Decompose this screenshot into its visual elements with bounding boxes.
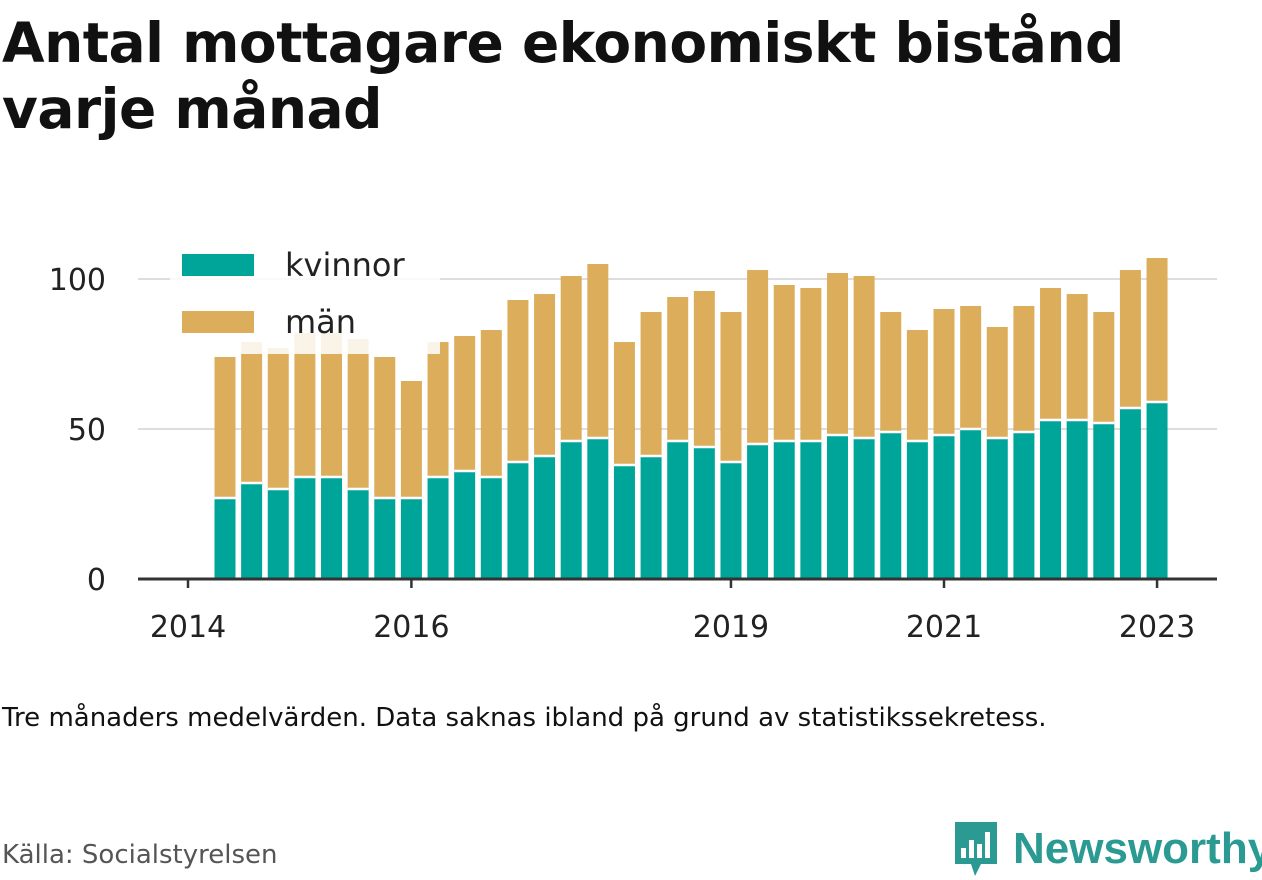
bar-man <box>374 357 396 498</box>
bar-kvinnor <box>640 456 662 579</box>
chart-note: Tre månaders medelvärden. Data saknas ib… <box>2 703 1047 733</box>
bar-kvinnor <box>693 447 715 579</box>
bar-kvinnor <box>1066 420 1088 579</box>
bar-kvinnor <box>720 462 742 579</box>
bar-man <box>986 327 1008 438</box>
bar-kvinnor <box>747 444 769 579</box>
bar-man <box>826 273 848 435</box>
bar-man <box>640 312 662 456</box>
bar-man <box>267 348 289 489</box>
bar-man <box>933 309 955 435</box>
bar-kvinnor <box>480 477 502 579</box>
bar-man <box>880 312 902 432</box>
bar-kvinnor <box>347 489 369 579</box>
bar-kvinnor <box>267 489 289 579</box>
bar-kvinnor <box>880 432 902 579</box>
bar-man <box>853 276 875 438</box>
bar-kvinnor <box>427 477 449 579</box>
bar-kvinnor <box>1040 420 1062 579</box>
bar-kvinnor <box>613 465 635 579</box>
axes: 0 50 100 2014 2016 2019 2021 2023 <box>49 263 1217 645</box>
bar-kvinnor <box>241 483 263 579</box>
bar-man <box>773 285 795 441</box>
bar-kvinnor <box>773 441 795 579</box>
bar-kvinnor <box>826 435 848 579</box>
bar-kvinnor <box>454 471 476 579</box>
bar-man <box>294 333 316 477</box>
legend: kvinnor män <box>170 238 440 354</box>
bar-kvinnor <box>853 438 875 579</box>
bar-man <box>454 336 476 471</box>
bar-man <box>214 357 236 498</box>
bar-man <box>960 306 982 429</box>
bar-kvinnor <box>560 441 582 579</box>
bar-kvinnor <box>374 498 396 579</box>
bar-kvinnor <box>667 441 689 579</box>
bar-kvinnor <box>933 435 955 579</box>
bars <box>214 258 1168 579</box>
bar-man <box>613 342 635 465</box>
legend-swatch <box>182 254 254 276</box>
bar-man <box>1119 270 1141 408</box>
bar-man <box>747 270 769 444</box>
bar-man <box>560 276 582 441</box>
bar-man <box>1093 312 1115 423</box>
bar-kvinnor <box>294 477 316 579</box>
bar-man <box>693 291 715 447</box>
bar-kvinnor <box>400 498 422 579</box>
bar-man <box>241 342 263 483</box>
stacked-bar-chart: 0 50 100 2014 2016 2019 2021 2023 kvinnor män <box>48 238 1217 645</box>
chart-title: Antal mottagare ekonomiskt bistånd varje… <box>2 11 1124 141</box>
brand-name: Newsworthy <box>1013 824 1262 873</box>
y-tick-label: 50 <box>68 413 106 448</box>
bar-kvinnor <box>321 477 343 579</box>
bar-kvinnor <box>1146 402 1168 579</box>
bar-man <box>1066 294 1088 420</box>
bar-man <box>1013 306 1035 432</box>
bar-man <box>480 330 502 477</box>
y-tick-label: 100 <box>49 263 106 298</box>
bar-kvinnor <box>534 456 556 579</box>
bar-man <box>507 300 529 462</box>
bar-kvinnor <box>800 441 822 579</box>
bar-man <box>534 294 556 456</box>
bar-kvinnor <box>986 438 1008 579</box>
bar-kvinnor <box>1093 423 1115 579</box>
x-tick-label: 2023 <box>1119 610 1195 645</box>
bar-kvinnor <box>960 429 982 579</box>
bar-kvinnor <box>507 462 529 579</box>
bar-man <box>427 342 449 477</box>
bar-man <box>667 297 689 441</box>
bar-man <box>1040 288 1062 420</box>
legend-label: kvinnor <box>285 246 406 284</box>
bar-man <box>347 339 369 489</box>
y-tick-label: 0 <box>87 563 106 598</box>
bar-kvinnor <box>1119 408 1141 579</box>
source-credit: Källa: Socialstyrelsen <box>2 840 278 870</box>
legend-swatch <box>182 311 254 333</box>
bar-man <box>906 330 928 441</box>
bar-man <box>321 333 343 477</box>
bar-chart-speech-bubble-icon <box>955 822 997 876</box>
x-tick-label: 2019 <box>693 610 769 645</box>
bar-kvinnor <box>906 441 928 579</box>
bar-man <box>1146 258 1168 402</box>
bar-man <box>800 288 822 441</box>
bar-kvinnor <box>587 438 609 579</box>
brand-logo: Newsworthy <box>951 818 1262 880</box>
bar-kvinnor <box>214 498 236 579</box>
bar-man <box>720 312 742 462</box>
bar-kvinnor <box>1013 432 1035 579</box>
x-tick-label: 2021 <box>906 610 982 645</box>
x-tick-label: 2016 <box>373 610 449 645</box>
bar-man <box>400 381 422 498</box>
legend-label: män <box>285 303 356 341</box>
x-tick-label: 2014 <box>150 610 226 645</box>
bar-man <box>587 264 609 438</box>
